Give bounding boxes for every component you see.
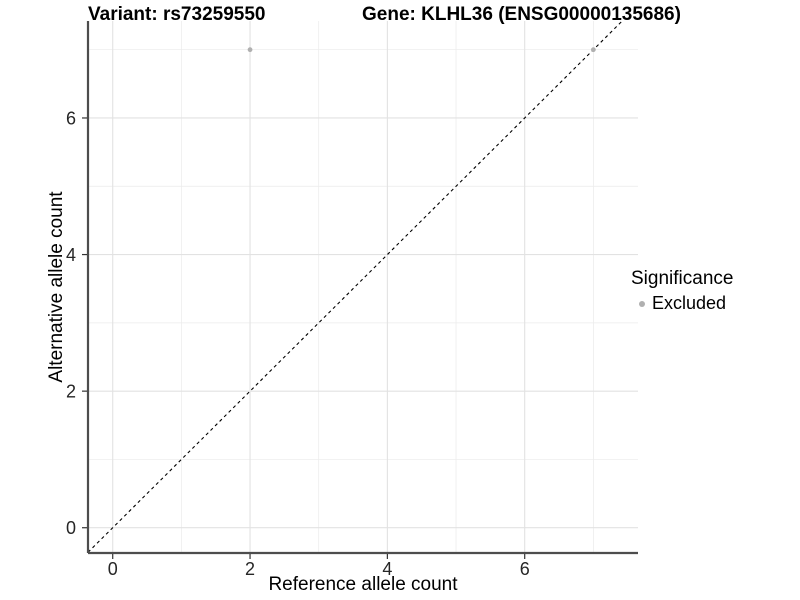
plot-title-variant: Variant: rs73259550 [88,4,266,25]
identity-line [87,20,623,553]
legend-title: Significance [631,268,734,289]
y-tick-label: 6 [66,108,76,128]
x-axis-title: Reference allele count [268,574,458,595]
legend: Significance Excluded [631,268,733,314]
x-tick-label: 6 [520,559,530,579]
x-tick-label: 2 [245,559,255,579]
y-tick-label: 4 [66,245,76,265]
x-tick-label: 4 [382,559,392,579]
y-tick-label: 2 [66,382,76,402]
legend-item-excluded: Excluded [631,293,733,314]
x-tick-label: 0 [108,559,118,579]
legend-item-label: Excluded [652,293,727,313]
data-point [590,47,596,53]
legend-key [633,295,650,312]
y-tick-label: 0 [66,518,76,538]
y-axis-title: Alternative allele count [46,191,67,383]
excluded-point-icon [638,300,645,307]
data-point [247,47,253,53]
plot-title-gene: Gene: KLHL36 (ENSG00000135686) [362,4,681,25]
